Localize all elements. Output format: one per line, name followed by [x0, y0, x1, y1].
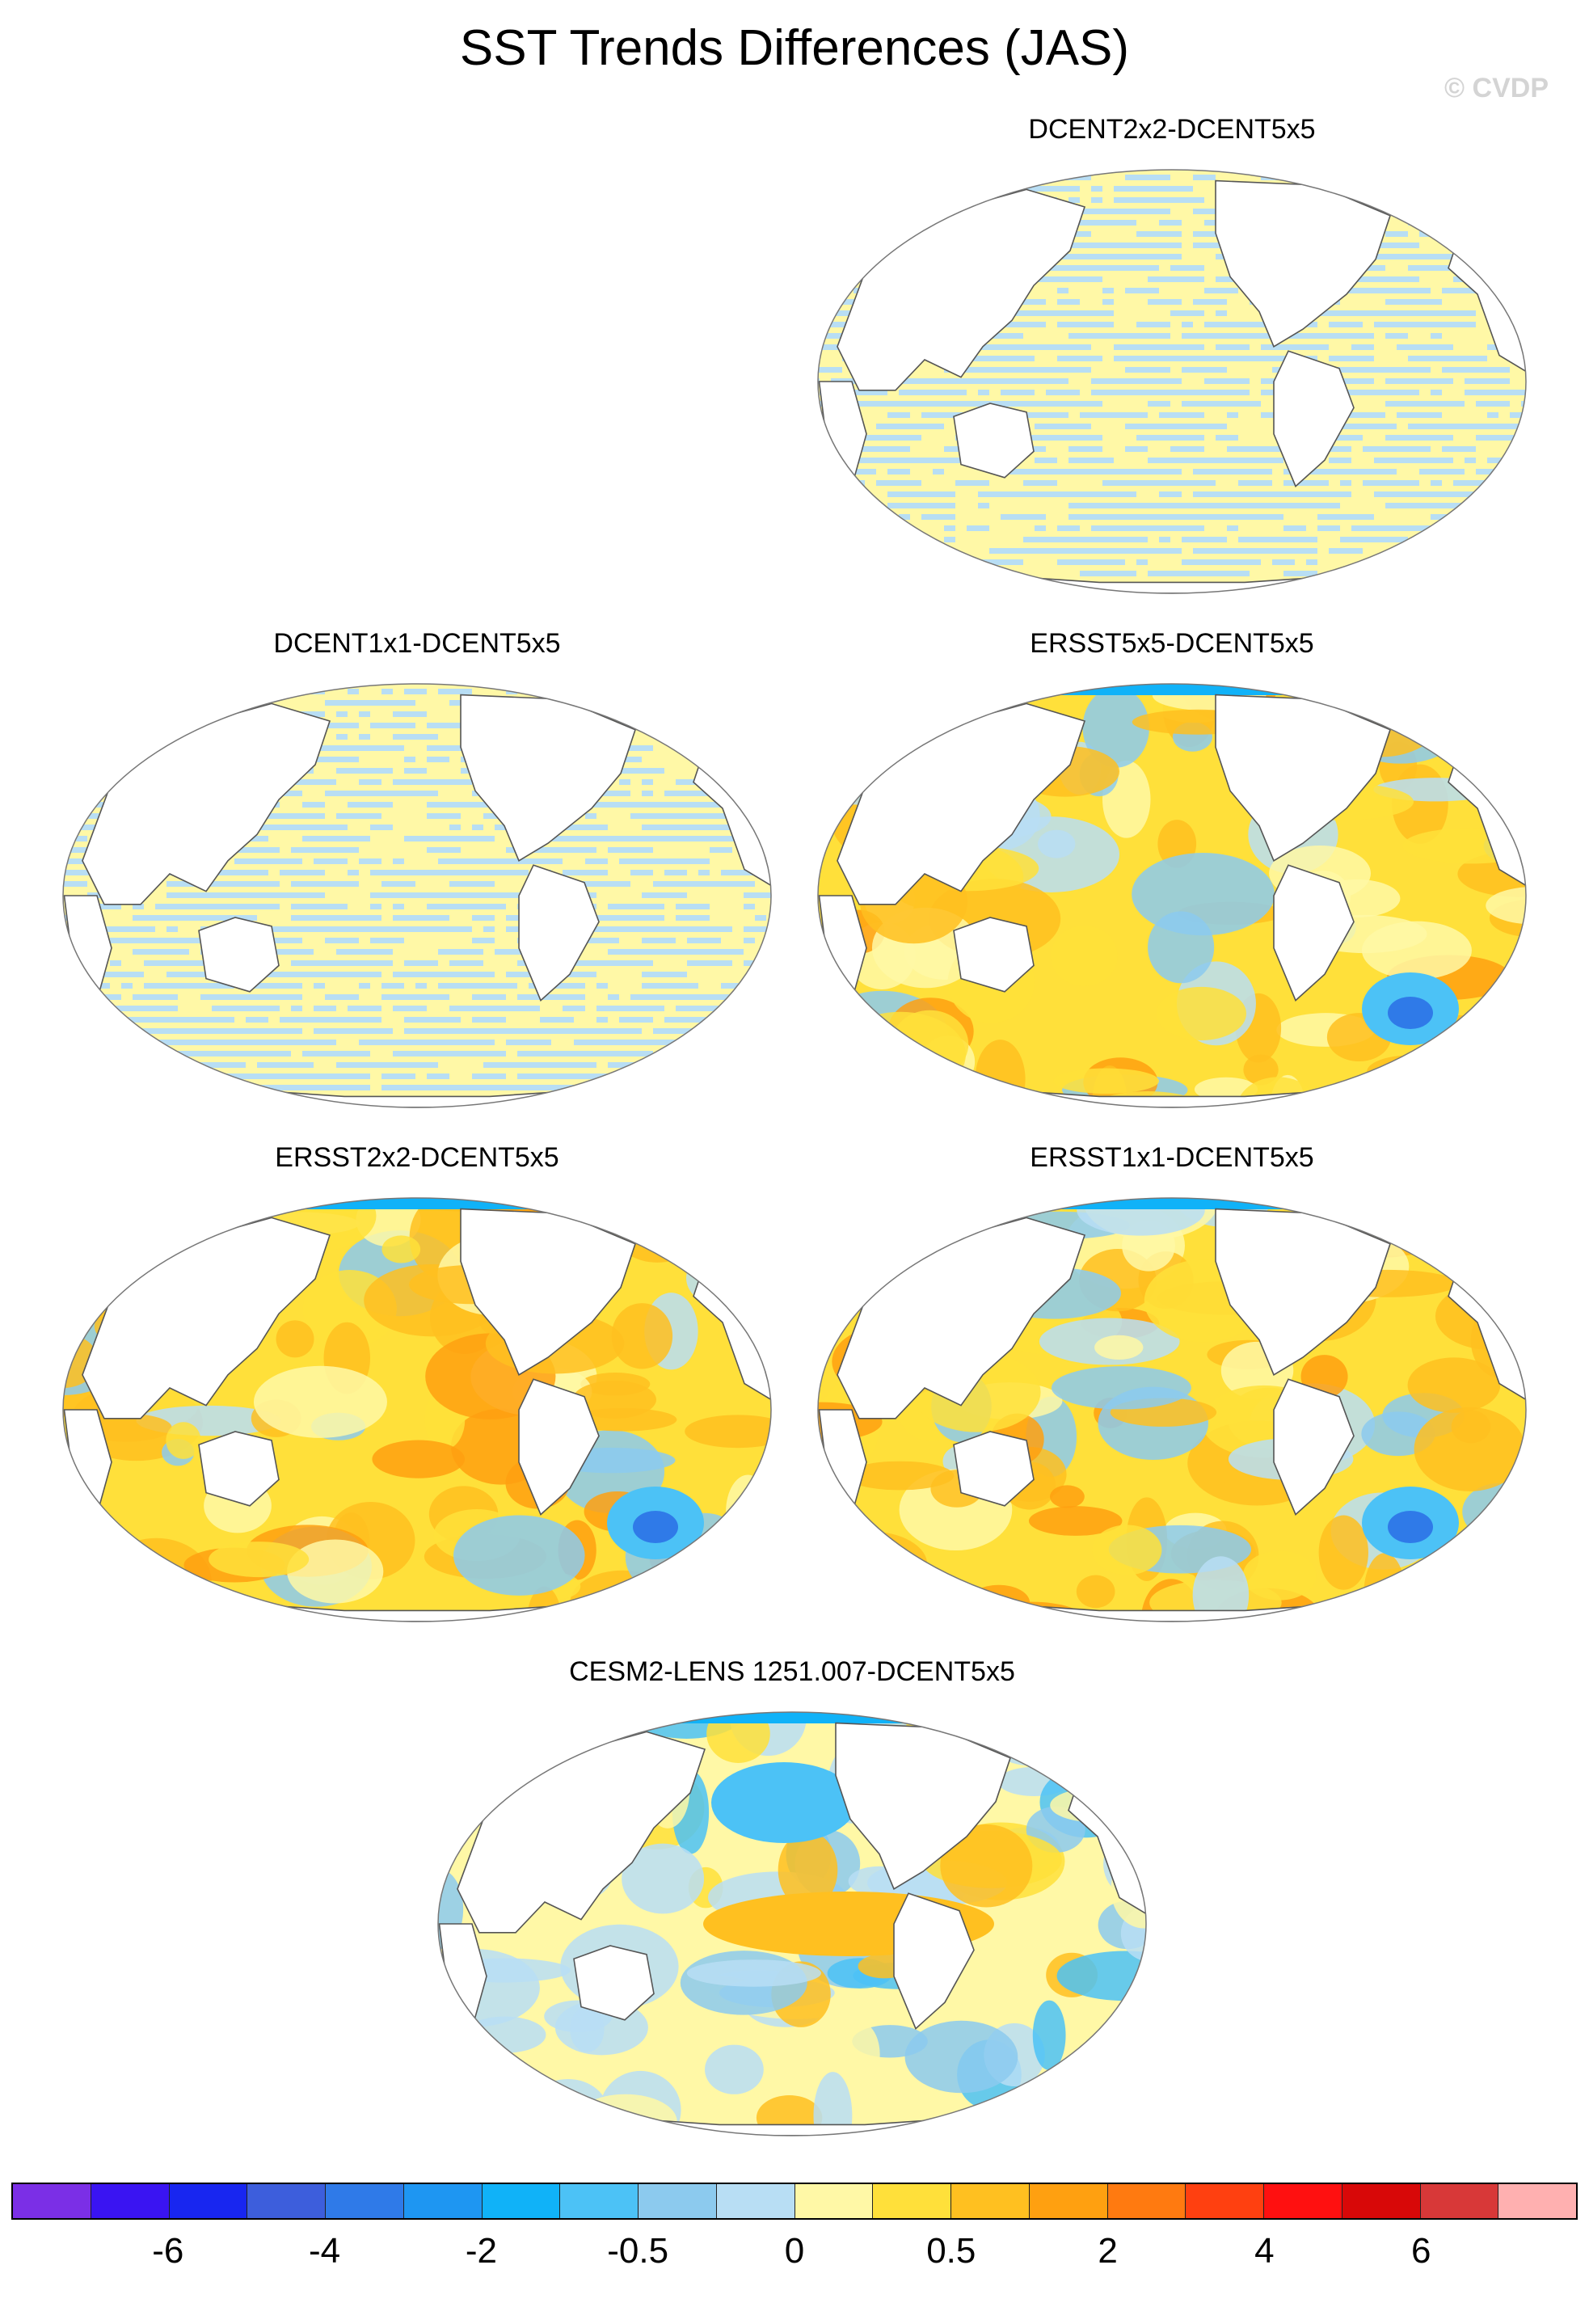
colorbar-swatch — [1107, 2184, 1186, 2218]
map-panel-ersst5x5: ERSST5x5-DCENT5x5 — [800, 627, 1544, 1128]
land-mass — [198, 917, 280, 993]
land-mass — [1215, 694, 1391, 862]
colorbar-swatch — [91, 2184, 170, 2218]
robinson-map — [437, 1711, 1147, 2136]
land-mass — [1009, 1718, 1070, 1759]
panel-title: ERSST2x2-DCENT5x5 — [275, 1142, 559, 1173]
land-mass — [573, 1945, 655, 2021]
sst-field — [818, 170, 1526, 593]
colorbar-swatch — [1186, 2184, 1264, 2218]
land-mass — [198, 1431, 280, 1507]
colorbar-swatch — [873, 2184, 951, 2218]
colorbar-tick-label: -4 — [309, 2231, 341, 2271]
colorbar-tick-label: -2 — [465, 2231, 497, 2271]
panel-title: CESM2-LENS 1251.007-DCENT5x5 — [569, 1656, 1015, 1687]
land-mass — [835, 1722, 1011, 1890]
land-mass — [1389, 690, 1450, 731]
land-mass — [634, 690, 695, 731]
map-panel-dcent2x2: DCENT2x2-DCENT5x5 — [800, 113, 1544, 614]
land-mass — [953, 917, 1035, 993]
map-panel-cesm2-lens: CESM2-LENS 1251.007-DCENT5x5 — [420, 1655, 1164, 2157]
land-mass — [893, 1892, 975, 2030]
colorbar-swatch — [794, 2184, 874, 2218]
colorbar-swatch — [169, 2184, 248, 2218]
colorbar-tick-label: 2 — [1098, 2231, 1118, 2271]
colorbar-swatch — [482, 2184, 561, 2218]
land-mass — [953, 403, 1035, 479]
colorbar-swatch — [1342, 2184, 1421, 2218]
colorbar-swatch — [639, 2184, 717, 2218]
map-panel-ersst1x1: ERSST1x1-DCENT5x5 — [800, 1141, 1544, 1643]
robinson-map — [817, 683, 1527, 1108]
land-mass — [1389, 175, 1450, 217]
colorbar-swatch — [13, 2184, 91, 2218]
map-border — [817, 169, 1527, 594]
colorbar-tick-label: 0 — [784, 2231, 805, 2271]
map-border — [817, 1197, 1527, 1622]
sst-field — [438, 1712, 1146, 2136]
colorbar-swatch — [326, 2184, 404, 2218]
sst-field — [818, 684, 1526, 1107]
map-panel-dcent1x1: DCENT1x1-DCENT5x5 — [45, 627, 789, 1128]
land-mass — [1273, 1378, 1355, 1516]
land-mass — [1215, 1208, 1391, 1376]
land-mass — [1273, 864, 1355, 1002]
copyright-watermark: © CVDP — [1444, 73, 1549, 103]
colorbar-swatch — [1498, 2184, 1576, 2218]
colorbar-swatch — [1029, 2184, 1108, 2218]
colorbar-swatch — [1264, 2184, 1342, 2218]
colorbar-swatch — [560, 2184, 639, 2218]
panel-title: DCENT1x1-DCENT5x5 — [273, 628, 561, 659]
panel-title: ERSST5x5-DCENT5x5 — [1030, 628, 1314, 659]
colorbar — [11, 2183, 1578, 2220]
figure-title: SST Trends Differences (JAS) — [459, 20, 1130, 76]
map-border — [437, 1711, 1147, 2136]
colorbar-swatch — [1420, 2184, 1499, 2218]
colorbar-tick-label: 6 — [1410, 2231, 1431, 2271]
land-mass — [953, 1431, 1035, 1507]
colorbar-tick-label: -0.5 — [607, 2231, 669, 2271]
land-mass — [1215, 179, 1391, 348]
map-border — [62, 1197, 772, 1622]
colorbar-tick-label: 4 — [1254, 2231, 1275, 2271]
land-mass — [518, 864, 600, 1002]
colorbar-swatch — [403, 2184, 483, 2218]
map-border — [62, 683, 772, 1108]
robinson-map — [817, 1197, 1527, 1622]
land-mass — [460, 1208, 636, 1376]
colorbar-tick-label: 0.5 — [926, 2231, 976, 2271]
sst-field — [63, 1198, 771, 1622]
sst-field — [818, 1198, 1526, 1622]
colorbar-swatch — [716, 2184, 795, 2218]
land-mass — [460, 694, 636, 862]
robinson-map — [817, 169, 1527, 594]
robinson-map — [62, 683, 772, 1108]
land-mass — [634, 1204, 695, 1245]
land-mass — [518, 1378, 600, 1516]
land-mass — [1273, 350, 1355, 487]
colorbar-tick-label: -6 — [152, 2231, 184, 2271]
sst-field — [63, 684, 771, 1107]
map-border — [817, 683, 1527, 1108]
colorbar-swatch — [247, 2184, 326, 2218]
land-mass — [1389, 1204, 1450, 1245]
map-panel-ersst2x2: ERSST2x2-DCENT5x5 — [45, 1141, 789, 1643]
robinson-map — [62, 1197, 772, 1622]
panel-title: ERSST1x1-DCENT5x5 — [1030, 1142, 1314, 1173]
panel-title: DCENT2x2-DCENT5x5 — [1028, 114, 1316, 145]
colorbar-swatch — [951, 2184, 1030, 2218]
